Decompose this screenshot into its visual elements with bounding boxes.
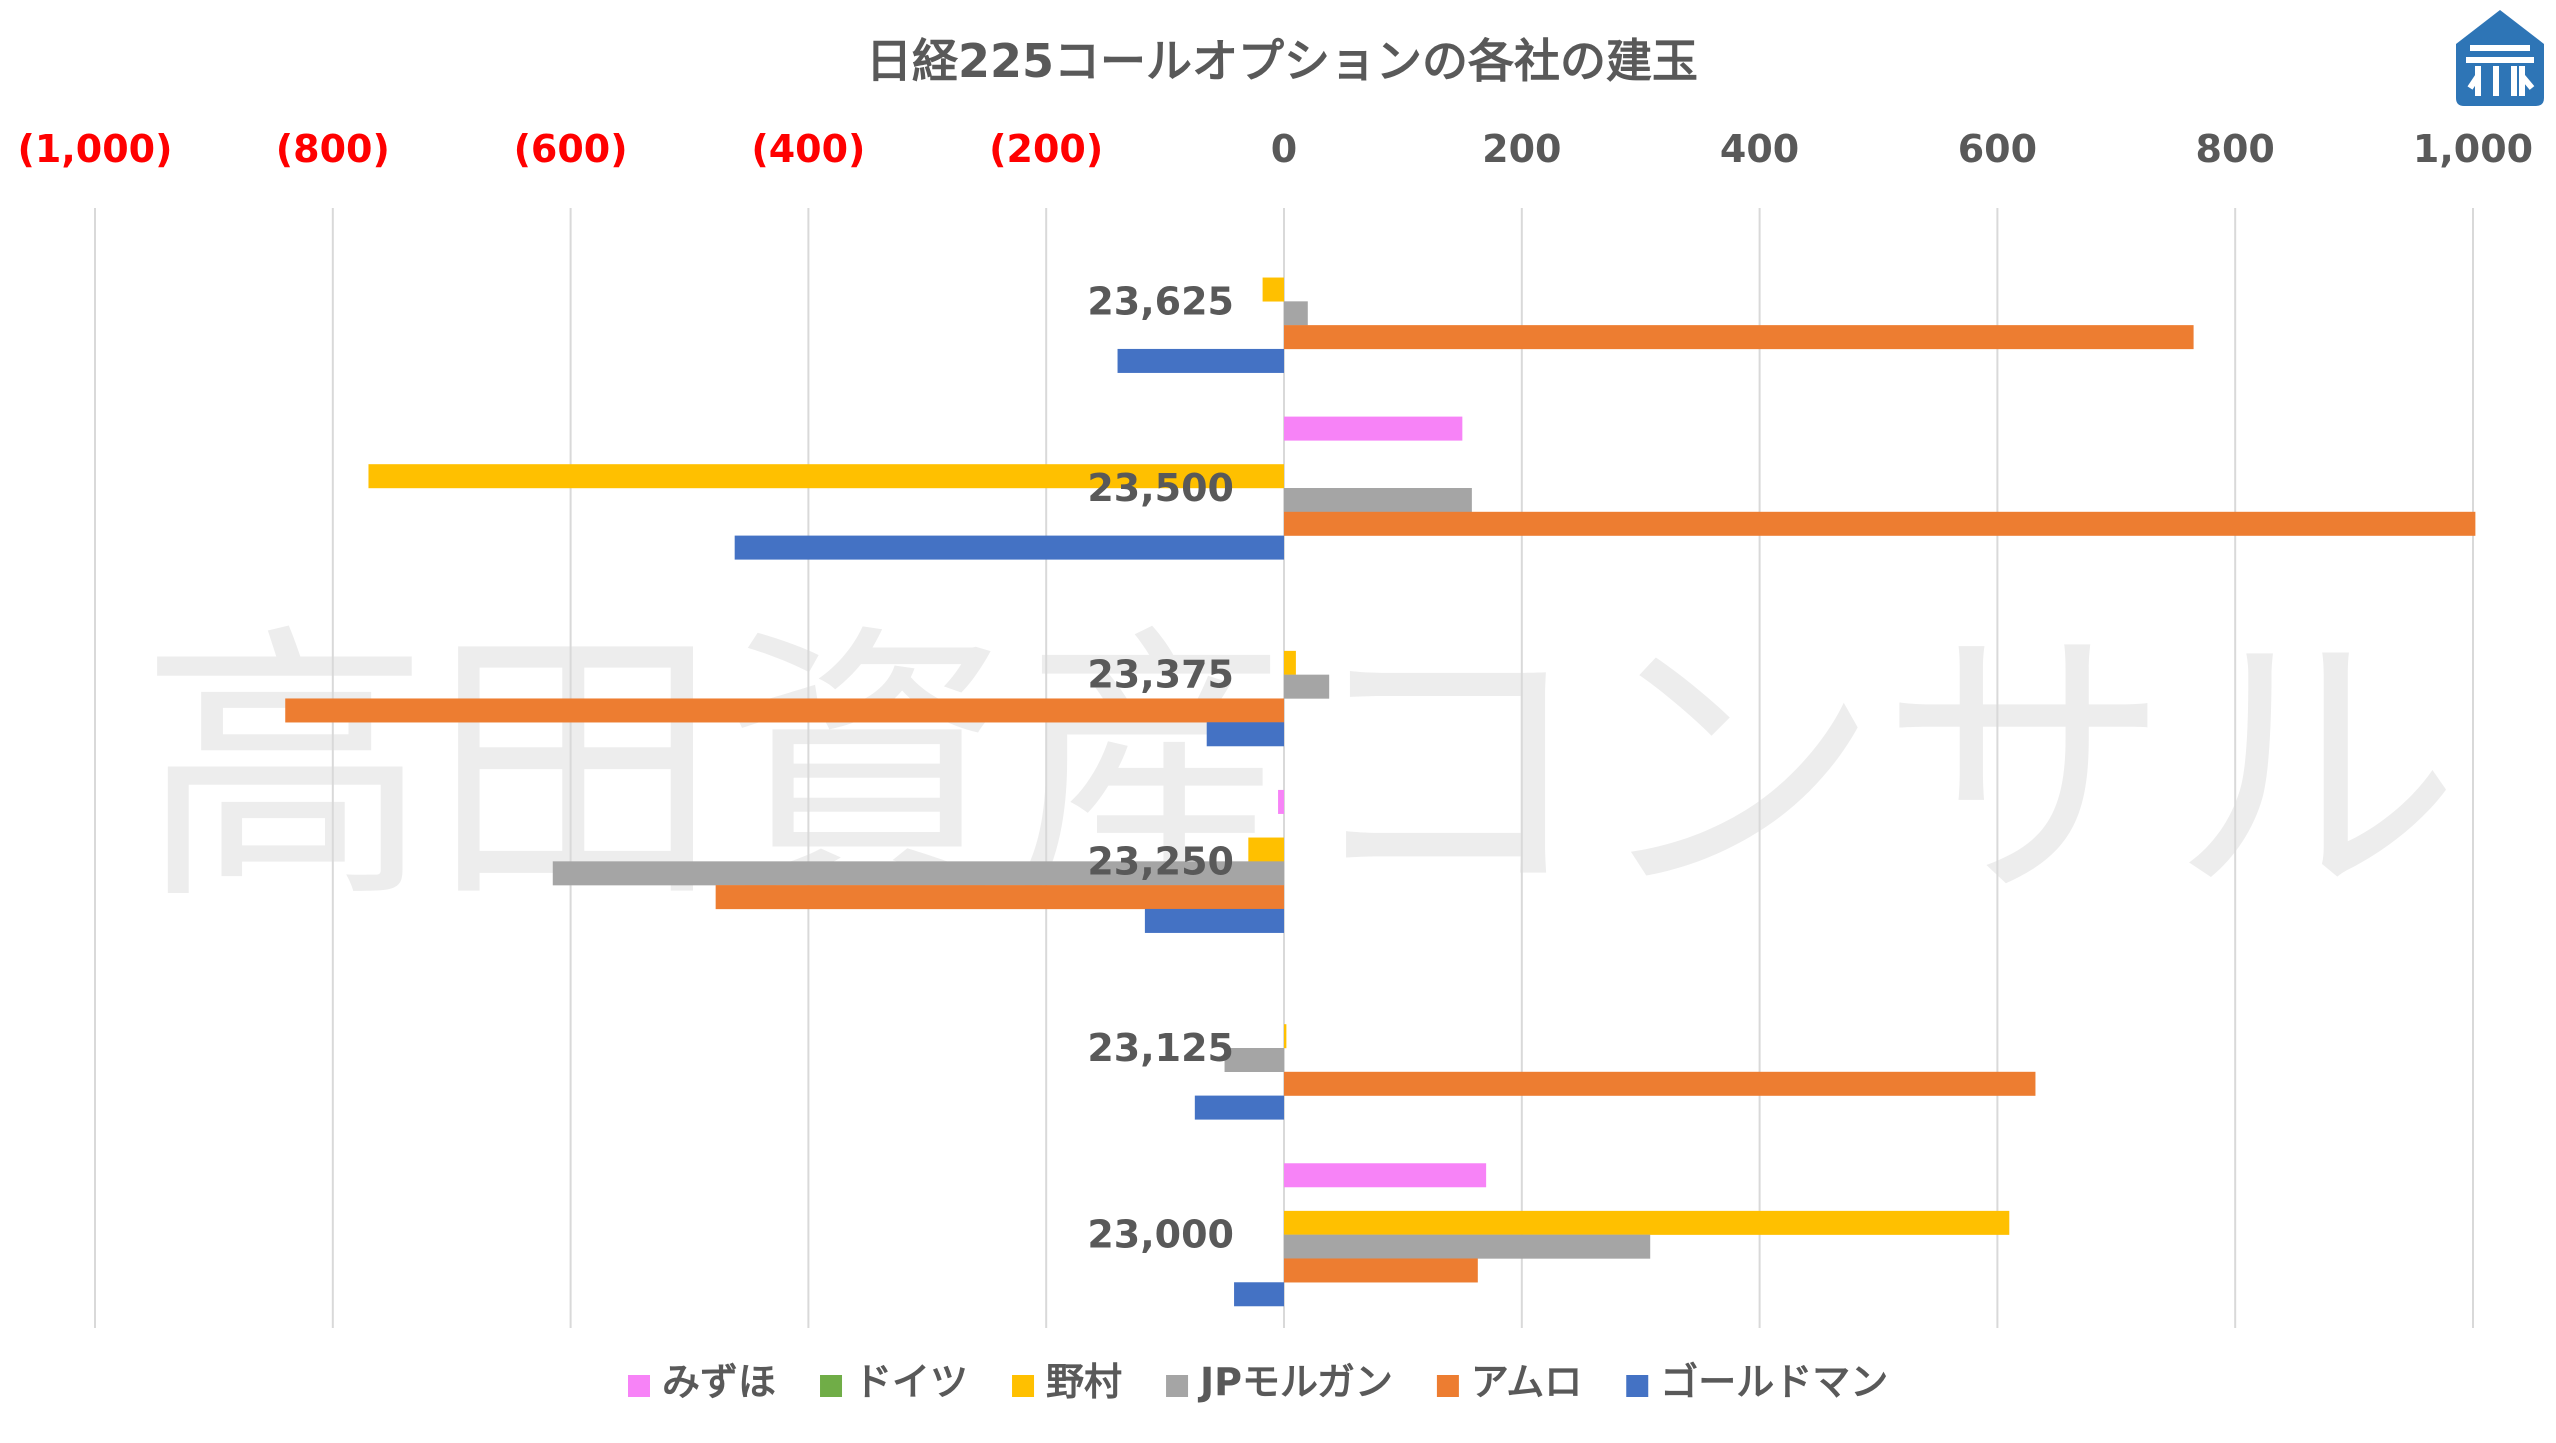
x-tick-label: 600 xyxy=(1958,127,2037,171)
category-label: 23,500 xyxy=(1087,466,1234,510)
bar-野村 xyxy=(1284,1210,2010,1235)
legend-label: 野村 xyxy=(1046,1360,1122,1404)
legend-swatch xyxy=(1012,1375,1035,1397)
x-tick-label: 200 xyxy=(1482,127,1561,171)
bar-ゴールドマン xyxy=(1144,908,1284,933)
bar-アムロ xyxy=(1284,511,2476,536)
category-label: 23,625 xyxy=(1087,279,1234,323)
x-tick-label: (200) xyxy=(989,127,1103,171)
x-tick-labels: (1,000) (800) (600) (400) (200) 0 200 400 600 800… xyxy=(18,127,2534,171)
bar-ゴールドマン xyxy=(734,535,1284,560)
bar-アムロ xyxy=(1284,325,2194,350)
chart-title: 日経225コールオプションの各社の建玉 xyxy=(866,34,1698,88)
category-label: 23,375 xyxy=(1087,653,1234,697)
bar-JPモルガン xyxy=(1284,488,1472,512)
x-tick-label: (1,000) xyxy=(18,127,173,171)
category-labels: 23,625 23,500 23,375 23,250 23,125 23,000 xyxy=(1087,279,1234,1256)
bar-ゴールドマン xyxy=(1234,1282,1284,1307)
bar-JPモルガン xyxy=(552,861,1284,886)
x-tick-label: (600) xyxy=(514,127,628,171)
bar-野村 xyxy=(368,464,1285,489)
bar-野村 xyxy=(1248,837,1284,862)
bar-ゴールドマン xyxy=(1117,348,1284,373)
legend-label: JPモルガン xyxy=(1197,1360,1393,1404)
category-label: 23,250 xyxy=(1087,839,1234,883)
legend-swatch xyxy=(1436,1375,1459,1397)
legend-swatch xyxy=(820,1375,843,1397)
bar-野村 xyxy=(1262,277,1284,302)
gridlines xyxy=(94,208,2474,1328)
bar-アムロ xyxy=(285,698,1284,723)
bar-ゴールドマン xyxy=(1194,1095,1284,1120)
x-tick-label: 800 xyxy=(2196,127,2275,171)
category-label: 23,000 xyxy=(1087,1213,1234,1257)
bar-野村 xyxy=(1284,650,1296,675)
bar-JPモルガン xyxy=(1284,1234,1651,1259)
category-label: 23,125 xyxy=(1087,1026,1234,1070)
legend-label: アムロ xyxy=(1471,1360,1582,1404)
bar-みずほ xyxy=(1284,1163,1487,1188)
bar-アムロ xyxy=(1284,1071,2036,1096)
legend-swatch xyxy=(1166,1375,1189,1397)
bar-アムロ xyxy=(1284,1258,1478,1283)
bar-アムロ xyxy=(715,885,1284,910)
bar-ゴールドマン xyxy=(1206,722,1284,747)
x-tick-label: 400 xyxy=(1720,127,1799,171)
watermark: 高田資産コンサル xyxy=(140,602,2460,939)
bar-野村 xyxy=(1284,1024,1287,1049)
bar-みずほ xyxy=(1278,789,1284,814)
legend: みずほ ドイツ 野村 JPモルガン アムロ ゴールドマン xyxy=(628,1360,1888,1404)
legend-swatch xyxy=(628,1375,650,1397)
x-tick-label: 1,000 xyxy=(2413,127,2533,171)
x-tick-label: (800) xyxy=(276,127,390,171)
building-icon xyxy=(2456,10,2544,106)
bar-JPモルガン xyxy=(1224,1048,1284,1072)
bar-JPモルガン xyxy=(1284,674,1330,699)
legend-swatch xyxy=(1626,1375,1649,1397)
x-tick-label: 0 xyxy=(1271,127,1297,171)
bars xyxy=(285,277,2476,1307)
bar-JPモルガン xyxy=(1284,301,1308,326)
legend-label: ドイツ xyxy=(854,1360,968,1404)
bar-みずほ xyxy=(1284,416,1463,441)
legend-label: みずほ xyxy=(662,1360,776,1404)
x-tick-label: (400) xyxy=(751,127,865,171)
legend-label: ゴールドマン xyxy=(1660,1360,1888,1404)
